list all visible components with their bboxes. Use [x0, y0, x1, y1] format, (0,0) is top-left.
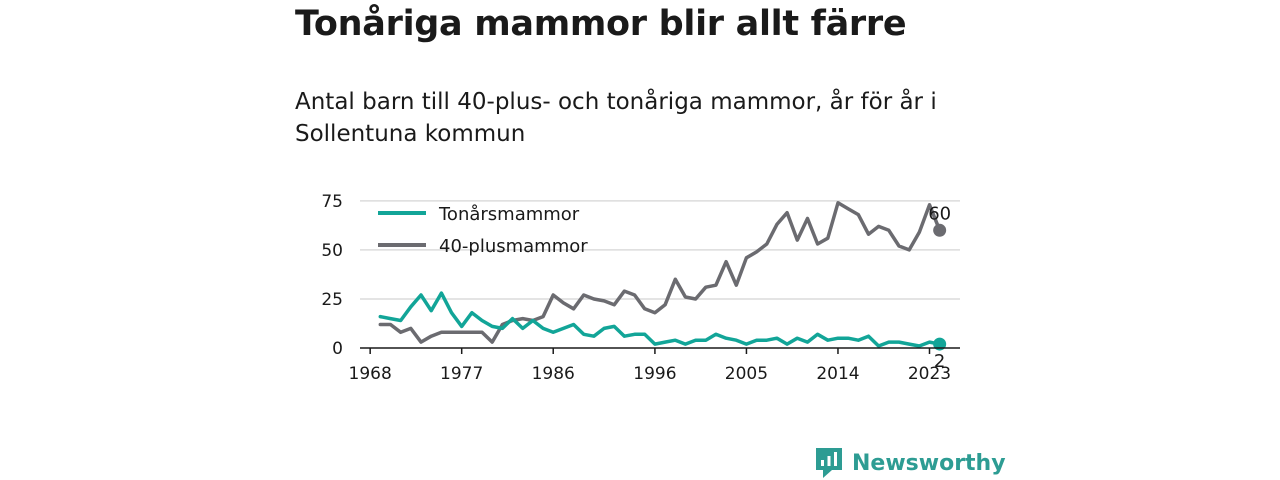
series-lines [378, 201, 947, 351]
x-tick-label: 1996 [633, 364, 676, 384]
y-tick-label: 25 [321, 290, 343, 310]
brand-name: Newsworthy [852, 450, 1006, 476]
series-end-point-1 [933, 223, 947, 237]
series-line-0 [378, 291, 942, 348]
series-line-1 [378, 201, 942, 344]
y-tick-label: 50 [321, 241, 343, 261]
end-label-40-plusmammor: 60 [928, 203, 951, 224]
axes: 0 25 50 75 1968 1977 1986 1996 2005 2014 2023 [321, 192, 960, 384]
x-tick-label: 2023 [908, 364, 951, 384]
x-tick-label: 2014 [816, 364, 859, 384]
chart-subtitle: Antal barn till 40-plus- och tonåriga ma… [295, 89, 937, 147]
end-labels: 60 2 [928, 203, 951, 372]
brand-logo: Newsworthy [814, 446, 1006, 480]
y-tick-label: 75 [321, 192, 343, 212]
newsworthy-logo-icon [816, 448, 842, 478]
line-chart: 0 25 50 75 1968 1977 1986 1996 2005 2014 2023 Tonå… [321, 192, 960, 384]
x-tick-label: 1986 [532, 364, 575, 384]
legend-label-1: 40-plusmammor [439, 236, 588, 257]
end-label-tonarsmammor: 2 [934, 351, 945, 372]
grid-lines [360, 200, 960, 300]
y-tick-label: 0 [332, 339, 343, 359]
x-tick-label: 1968 [349, 364, 392, 384]
legend-label-0: Tonårsmammor [438, 204, 580, 225]
x-tick-label: 2005 [725, 364, 768, 384]
legend: Tonårsmammor 40-plusmammor [378, 204, 588, 257]
page-title: Tonåriga mammor blir allt färre [295, 4, 907, 44]
x-tick-label: 1977 [440, 364, 483, 384]
